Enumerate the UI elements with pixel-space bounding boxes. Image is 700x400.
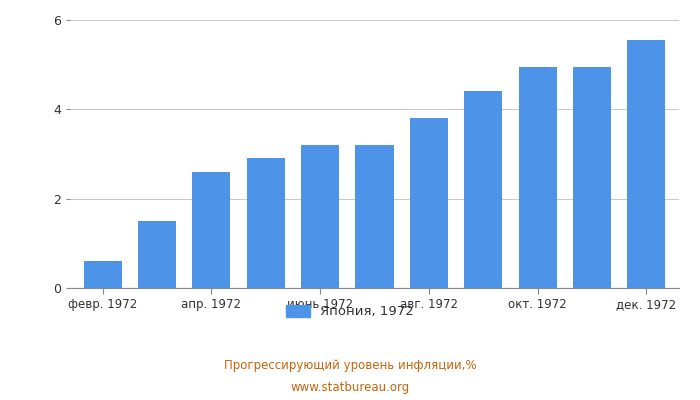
Bar <box>573 67 611 288</box>
Bar <box>464 92 503 288</box>
Legend: Япония, 1972: Япония, 1972 <box>281 300 419 324</box>
Bar <box>83 261 122 288</box>
Text: www.statbureau.org: www.statbureau.org <box>290 382 410 394</box>
Text: Прогрессирующий уровень инфляции,%: Прогрессирующий уровень инфляции,% <box>224 360 476 372</box>
Bar <box>410 118 448 288</box>
Bar <box>627 40 666 288</box>
Bar <box>356 145 393 288</box>
Bar <box>193 172 230 288</box>
Bar <box>138 221 176 288</box>
Bar <box>519 67 557 288</box>
Bar <box>301 145 340 288</box>
Bar <box>246 158 285 288</box>
